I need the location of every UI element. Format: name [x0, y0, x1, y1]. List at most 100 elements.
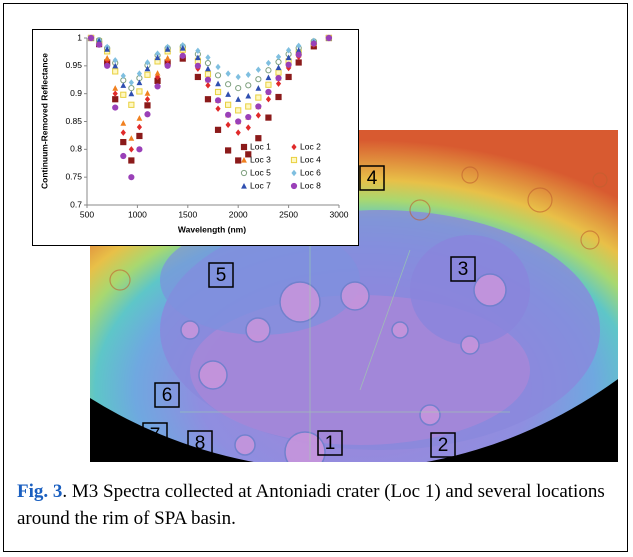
map-label-box [142, 422, 168, 448]
data-point [214, 126, 222, 133]
data-point [179, 45, 186, 51]
data-point [205, 82, 211, 89]
y-tick-label: 1 [77, 32, 82, 42]
data-point [235, 107, 242, 114]
data-point [112, 104, 119, 111]
map-label: 1 [325, 433, 336, 454]
data-point [136, 132, 143, 140]
figure-frame [3, 3, 628, 552]
data-point [235, 73, 241, 81]
x-tick-label: 2500 [279, 209, 298, 219]
data-point [104, 62, 111, 69]
data-point [128, 90, 135, 97]
data-point [120, 152, 127, 160]
data-point [225, 147, 232, 154]
data-point [255, 103, 262, 110]
map-label: 8 [195, 433, 206, 454]
data-point [128, 157, 135, 164]
legend-marker [291, 143, 297, 151]
legend-label: Loc 5 [250, 167, 271, 177]
data-point [265, 88, 272, 96]
data-point [225, 91, 232, 97]
data-point [144, 59, 151, 66]
figure-caption: Fig. 3. M3 Spectra collected at Antoniad… [17, 478, 617, 532]
data-point [194, 62, 201, 69]
data-point [120, 82, 127, 88]
data-point [144, 71, 151, 78]
map-label-box [450, 256, 476, 282]
data-point [120, 138, 127, 146]
data-point [136, 79, 143, 86]
data-point [104, 46, 111, 52]
data-point [205, 65, 211, 72]
data-point [245, 82, 252, 89]
data-point [128, 79, 134, 86]
data-point [112, 57, 118, 64]
data-point [112, 62, 119, 69]
map-label: 7 [150, 425, 161, 446]
data-point [120, 72, 126, 80]
legend-label: Loc 3 [250, 154, 271, 164]
data-point [245, 103, 252, 110]
y-tick-label: 0.9 [70, 88, 82, 98]
data-point [204, 71, 212, 78]
data-point [112, 68, 119, 75]
data-point [154, 73, 161, 81]
data-point [136, 146, 143, 153]
x-tick-label: 1000 [128, 209, 147, 219]
data-point [275, 93, 282, 101]
data-point [295, 59, 302, 66]
x-tick-label: 1500 [178, 209, 197, 219]
data-point [112, 96, 119, 103]
data-point [235, 96, 242, 102]
legend-label: Loc 6 [300, 167, 321, 177]
map-label: 3 [458, 259, 469, 280]
data-point [285, 54, 292, 61]
y-tick-label: 0.7 [70, 199, 82, 209]
data-point [120, 91, 127, 98]
data-point [95, 41, 103, 48]
spectra-chart: Wavelength (nm) Continuum-Removed Reflec… [32, 29, 359, 246]
data-point [265, 114, 272, 121]
data-point [235, 157, 242, 164]
data-point [136, 88, 143, 95]
y-tick-label: 0.95 [65, 60, 82, 70]
data-point [128, 174, 135, 181]
data-point [255, 135, 262, 142]
data-point [154, 70, 161, 76]
data-point [245, 124, 251, 131]
data-point [214, 97, 222, 104]
data-point [179, 52, 186, 59]
data-point [245, 92, 252, 99]
caption-label: Fig. 3 [17, 481, 63, 502]
data-point [144, 102, 151, 109]
y-tick-label: 0.8 [70, 144, 82, 154]
data-point [285, 73, 292, 81]
data-point [154, 83, 161, 90]
data-point [275, 64, 282, 71]
data-point [265, 96, 272, 103]
data-point [120, 129, 126, 136]
map-label-layer: 1 2 3 4 5 67 8 [142, 165, 476, 458]
data-point [275, 74, 282, 82]
map-label-box [187, 430, 213, 456]
data-point [128, 85, 135, 92]
y-axis-label: Continuum-Removed Reflectance [39, 53, 49, 189]
data-point [144, 65, 151, 72]
data-point [296, 42, 302, 49]
legend-label: Loc 2 [300, 141, 321, 151]
legend-marker [291, 169, 297, 177]
map-label-box [317, 430, 343, 456]
data-point [325, 34, 333, 42]
data-point [295, 51, 302, 58]
data-point [215, 105, 221, 112]
data-point [136, 115, 143, 121]
data-point [164, 62, 171, 69]
data-point [215, 80, 221, 87]
data-point [144, 96, 151, 103]
data-point [235, 85, 242, 92]
data-point [144, 111, 151, 118]
x-tick-label: 500 [80, 209, 94, 219]
data-point [225, 121, 231, 129]
